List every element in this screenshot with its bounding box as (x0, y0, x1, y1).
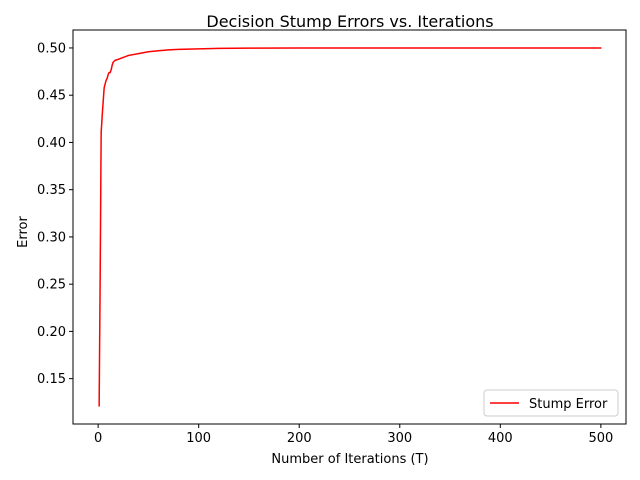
y-tick-label: 0.45 (37, 89, 66, 104)
series-line-stump-error (98, 47, 602, 407)
x-tick-label: 200 (287, 431, 312, 446)
plot-frame (72, 29, 627, 425)
y-axis-title: Error (16, 216, 31, 248)
y-axis: 0.15 0.20 0.25 0.30 0.35 0.40 0.45 0.50 (37, 41, 73, 387)
legend: Stump Error (483, 389, 619, 417)
x-axis: 0 100 200 300 400 500 (94, 424, 613, 446)
x-tick-label: 300 (387, 431, 412, 446)
x-tick-label: 0 (94, 431, 102, 446)
x-tick-label: 100 (186, 431, 211, 446)
y-tick-label: 0.50 (37, 41, 66, 56)
y-tick-label: 0.30 (37, 230, 66, 245)
chart-title: Decision Stump Errors vs. Iterations (206, 12, 493, 31)
x-axis-title: Number of Iterations (T) (271, 452, 428, 467)
x-tick-label: 500 (588, 431, 613, 446)
y-tick-label: 0.35 (37, 183, 66, 198)
plot-area (98, 47, 602, 407)
x-tick-label: 400 (488, 431, 513, 446)
y-tick-label: 0.20 (37, 325, 66, 340)
y-tick-label: 0.15 (37, 372, 66, 387)
legend-label-stump-error: Stump Error (529, 397, 608, 412)
legend-box (483, 389, 619, 417)
y-tick-label: 0.40 (37, 136, 66, 151)
y-tick-label: 0.25 (37, 278, 66, 293)
